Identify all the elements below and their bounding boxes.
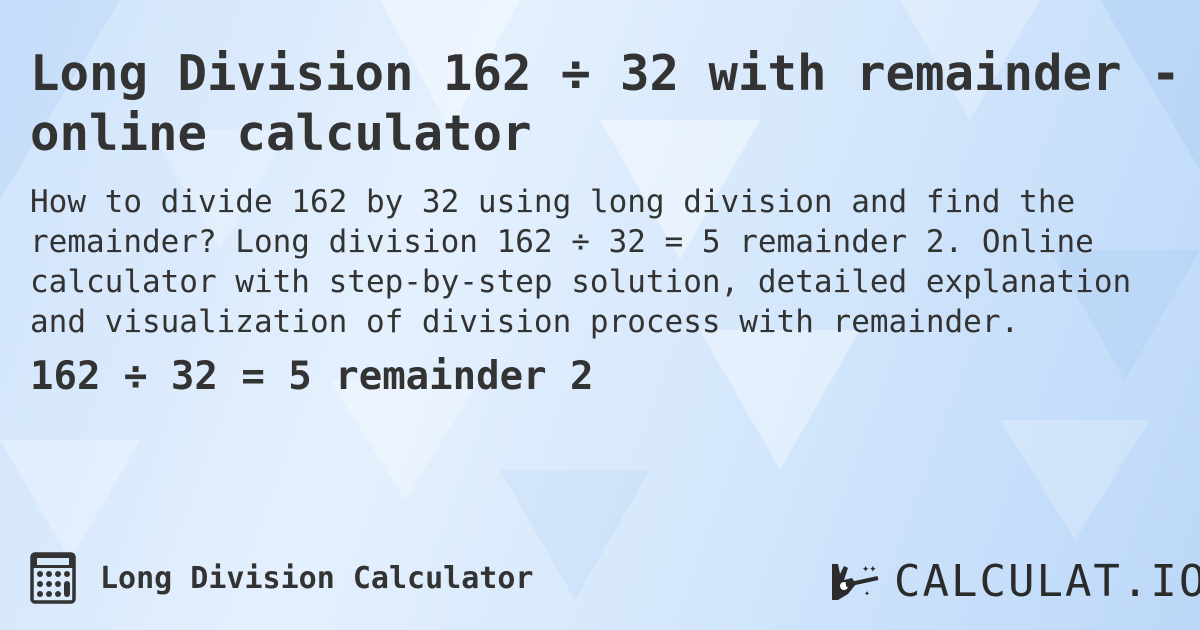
calculator-link: Long Division Calculator	[30, 552, 533, 604]
svg-text:✦: ✦	[864, 588, 870, 599]
calculator-icon	[30, 552, 76, 604]
magic-wand-hand-icon: ✦✦ ✦	[832, 561, 879, 600]
logo-text: CALCULAT.IO	[894, 556, 1200, 607]
description: How to divide 162 by 32 using long divis…	[30, 184, 1132, 340]
calculatio-logo: ✦✦ ✦ CALCULAT.IO	[828, 556, 1200, 607]
page-title: Long Division 162 ÷ 32 with remainder - …	[30, 45, 1181, 162]
svg-text:✦✦: ✦✦	[862, 561, 876, 575]
footer-label: Long Division Calculator	[100, 560, 534, 596]
result: 162 ÷ 32 = 5 remainder 2	[30, 354, 594, 399]
